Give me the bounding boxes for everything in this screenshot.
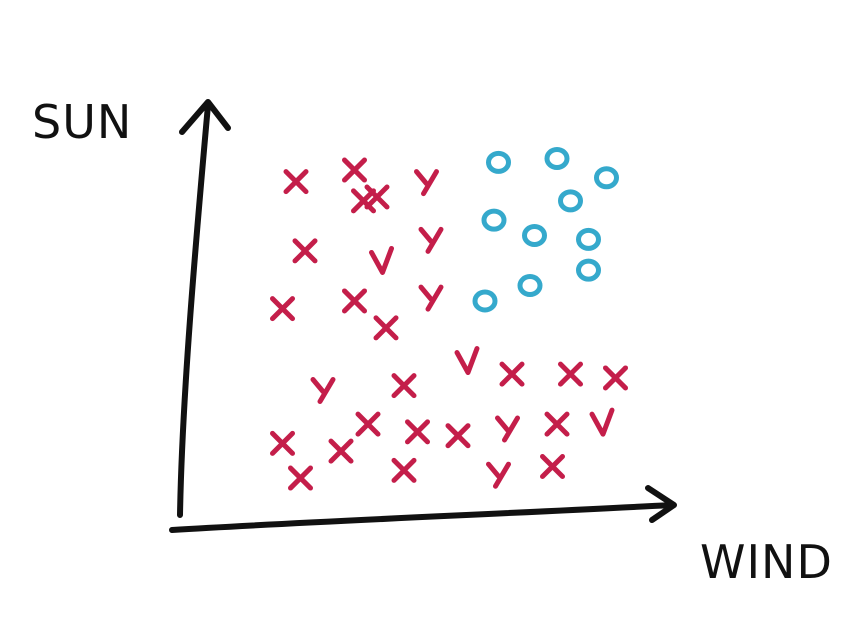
scatter-point-x (418, 284, 444, 312)
scatter-point-x (270, 296, 295, 322)
scatter-point-x (355, 411, 381, 437)
scatter-point-x (589, 407, 615, 437)
scatter-point-x (288, 465, 313, 491)
scatter-point-x (283, 169, 309, 195)
scatter-point-x (603, 365, 628, 391)
scatter-point-x (270, 430, 295, 456)
scatter-point-x (544, 411, 570, 437)
scatter-point-x (445, 423, 471, 449)
scatter-point-x (454, 346, 480, 376)
scatter-point-x (405, 419, 430, 445)
scatter-point-x (342, 288, 367, 314)
scatter-point-o (517, 274, 543, 298)
scatter-point-x (486, 461, 511, 489)
scatter-point-x (328, 438, 354, 464)
scatter-point-x (351, 188, 376, 214)
y-axis-line (177, 102, 211, 518)
y-axis-arrowhead (179, 99, 231, 135)
scatter-point-x (373, 315, 399, 341)
scatter-point-x (391, 457, 417, 483)
scatter-point-x (310, 377, 336, 404)
scatter-point-x (364, 184, 390, 210)
scatter-point-o (544, 147, 570, 170)
scatter-point-x (418, 226, 444, 254)
scatter-point-x (540, 454, 565, 479)
scatter-point-o (576, 258, 601, 282)
scatter-point-x (499, 361, 525, 387)
scatter-point-o (558, 189, 583, 213)
scatter-point-o (481, 208, 507, 232)
scatter-point-o (522, 224, 547, 247)
scatter-point-x (558, 361, 583, 387)
scatter-point-x (342, 157, 367, 183)
scatter-point-o (486, 150, 511, 174)
scatter-point-o (594, 166, 619, 190)
data-points (270, 147, 628, 491)
scatter-point-o (576, 227, 601, 251)
scatter-point-x (292, 238, 318, 264)
x-axis-line (169, 502, 675, 533)
scatter-point-x (369, 245, 394, 275)
scatter-point-o (472, 289, 498, 313)
scatter-point-x (391, 373, 417, 399)
x-axis-label: WIND (700, 535, 833, 589)
x-axis-arrowhead (645, 485, 677, 523)
scatter-point-x (495, 415, 520, 443)
y-axis-label: SUN (32, 95, 132, 149)
scatter-point-x (414, 169, 439, 197)
